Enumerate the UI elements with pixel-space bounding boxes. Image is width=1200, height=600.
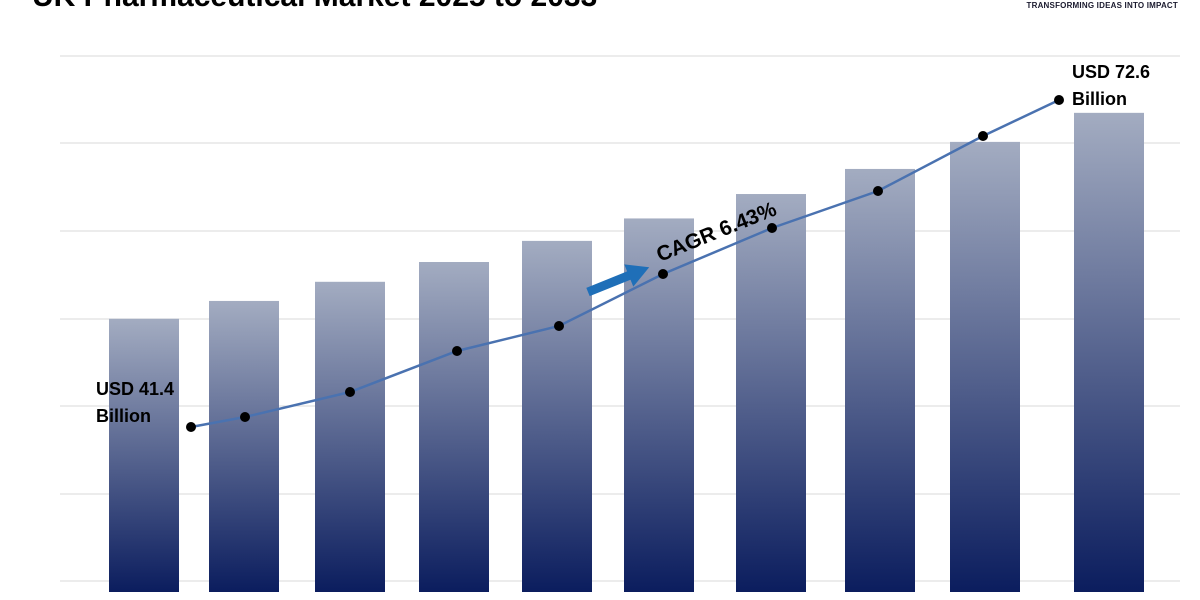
- trend-marker: [658, 269, 668, 279]
- start-value-label-line2: Billion: [96, 406, 151, 426]
- end-value-label-line2: Billion: [1072, 89, 1127, 109]
- trend-marker: [186, 422, 196, 432]
- trend-marker: [452, 346, 462, 356]
- bars: [109, 112, 1144, 592]
- start-value-label-line1: USD 41.4: [96, 379, 174, 399]
- imarc-logo: imarc TRANSFORMING IDEAS INTO IMPACT: [1018, 0, 1188, 34]
- trend-marker: [345, 387, 355, 397]
- trend-marker: [978, 131, 988, 141]
- trend-markers: [186, 95, 1064, 432]
- trend-marker: [767, 223, 777, 233]
- trend-line: [190, 98, 1060, 429]
- bar: [950, 141, 1020, 592]
- trend-marker: [240, 412, 250, 422]
- bar: [1074, 112, 1144, 592]
- bar: [522, 240, 592, 592]
- trend-marker: [1054, 95, 1064, 105]
- chart-title: UK Pharmaceutical Market 2025 to 2033: [32, 0, 597, 14]
- bar: [736, 194, 806, 592]
- bar: [845, 168, 915, 592]
- cagr-arrow-icon: [586, 264, 650, 297]
- trend-marker: [873, 186, 883, 196]
- logo-wordmark: imarc: [1046, 0, 1174, 6]
- logo-tagline: TRANSFORMING IDEAS INTO IMPACT: [1026, 1, 1178, 10]
- bar: [209, 300, 279, 592]
- cagr-arrow-group: [586, 264, 650, 297]
- trend-line-path: [190, 98, 1060, 429]
- trend-marker: [554, 321, 564, 331]
- bar: [315, 281, 385, 592]
- bar: [419, 262, 489, 592]
- end-value-label-line1: USD 72.6: [1072, 62, 1150, 82]
- bar: [109, 318, 179, 592]
